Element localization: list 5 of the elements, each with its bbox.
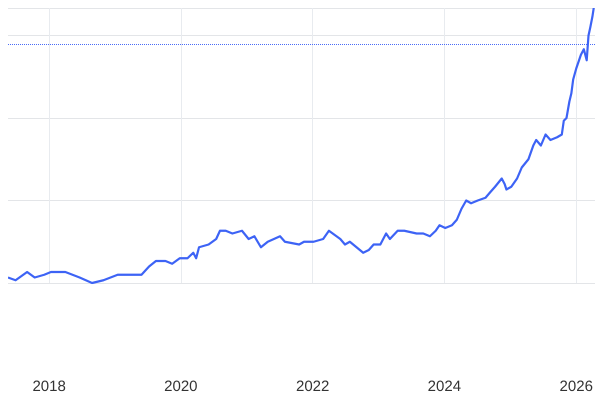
x-tick-label: 2024 xyxy=(428,378,462,395)
x-tick-label: 2018 xyxy=(32,378,66,395)
x-tick-label: 2020 xyxy=(164,378,198,395)
x-tick-label: 2022 xyxy=(296,378,330,395)
x-tick-label: 2026 xyxy=(560,378,593,395)
